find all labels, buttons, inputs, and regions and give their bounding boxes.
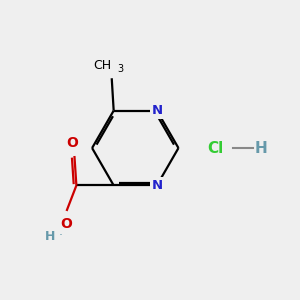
Text: H: H [45,230,55,243]
Text: Cl: Cl [207,140,223,155]
Text: O: O [67,136,78,150]
Text: O: O [61,217,73,231]
Text: H: H [255,140,268,155]
Text: N: N [151,104,162,117]
Text: N: N [151,179,162,192]
Text: CH: CH [94,59,112,72]
Text: 3: 3 [117,64,123,74]
Text: ·: · [59,229,63,242]
